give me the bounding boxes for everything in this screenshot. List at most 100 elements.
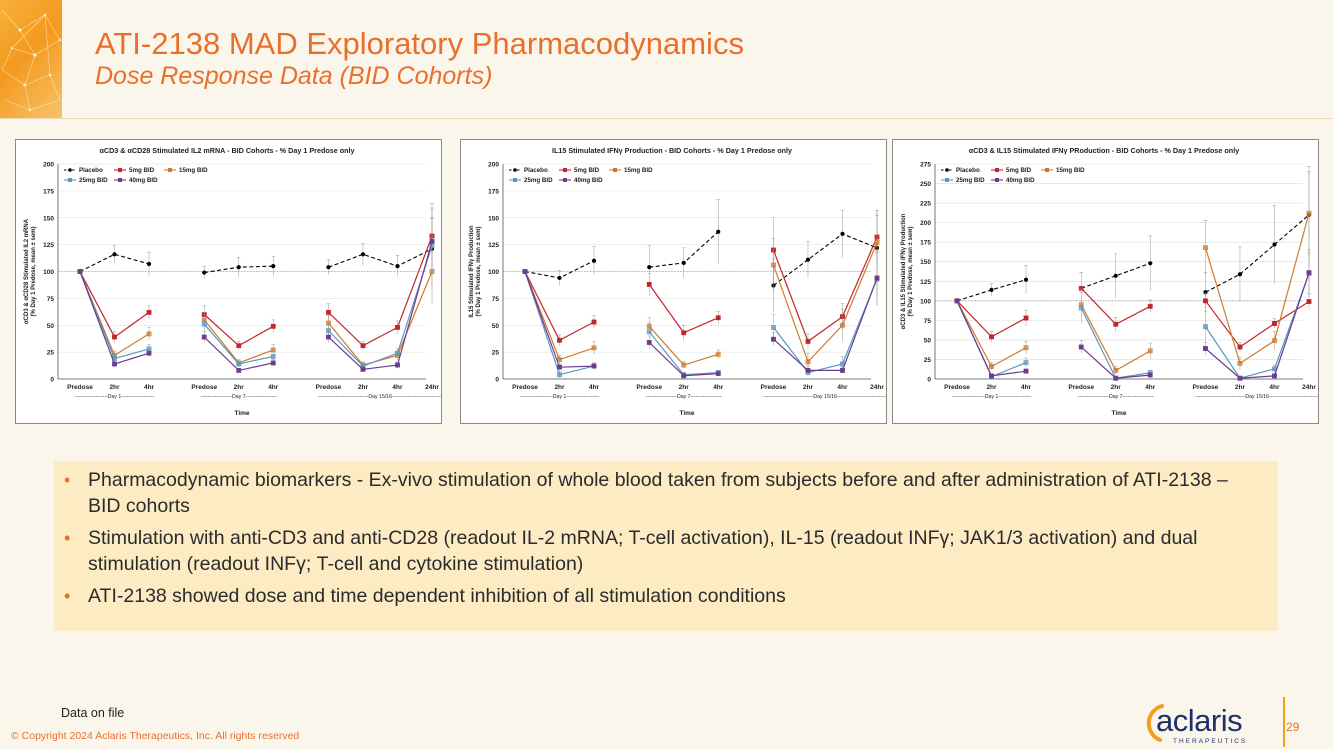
data-point-15mg-bid — [146, 331, 152, 337]
x-group-label: -----------------------------Day 15/16--… — [1195, 394, 1318, 400]
data-point-25mg-bid — [395, 350, 400, 356]
legend-label: 25mg BID — [79, 177, 108, 184]
series-line-25mg-bid — [1204, 273, 1310, 379]
data-point-5mg-bid — [557, 337, 562, 343]
page-number: 29 — [1286, 720, 1300, 734]
data-point-placebo — [1023, 277, 1029, 282]
y-tick-label: 175 — [920, 240, 931, 247]
copyright: © Copyright 2024 Aclaris Therapeutics, I… — [11, 730, 300, 742]
x-axis-label: Time — [679, 410, 694, 417]
logo-text: aclaris — [1156, 703, 1243, 738]
legend-marker-placebo — [513, 168, 517, 172]
data-point-25mg-bid — [1023, 360, 1029, 365]
data-point-40mg-bid — [270, 360, 276, 366]
data-point-5mg-bid — [1203, 298, 1208, 304]
y-tick-label: 75 — [492, 296, 500, 303]
x-group-label: ------------------Day 7-----------------… — [1078, 394, 1154, 400]
corner-decoration — [0, 0, 62, 118]
data-point-40mg-bid — [236, 367, 242, 373]
data-point-5mg-bid — [1147, 303, 1153, 309]
y-tick-label: 225 — [920, 201, 931, 208]
x-tick-label: 2hr — [803, 384, 814, 391]
data-point-placebo — [146, 261, 152, 267]
legend-marker-15mg-bid — [168, 168, 172, 172]
legend-label: 15mg BID — [1056, 167, 1085, 174]
data-point-placebo — [681, 260, 686, 265]
data-point-placebo — [112, 252, 117, 257]
bullet-icon: • — [64, 586, 71, 606]
data-point-40mg-bid — [1306, 270, 1312, 276]
data-point-15mg-bid — [270, 347, 276, 353]
data-point-40mg-bid — [522, 269, 528, 274]
x-group-label: ------------------Day 7-----------------… — [201, 394, 277, 400]
data-point-15mg-bid — [1023, 345, 1029, 351]
x-group-label: -----------------------------Day 15/16--… — [318, 394, 441, 400]
y-tick-label: 250 — [920, 181, 931, 188]
series-line-5mg-bid — [328, 235, 433, 347]
bullet-item: • ATI-2138 showed dose and time dependent… — [64, 583, 1260, 609]
legend-label: 5mg BID — [1006, 167, 1032, 174]
legend-marker-placebo — [68, 168, 72, 172]
series-line-25mg-bid — [79, 271, 150, 360]
data-point-5mg-bid — [395, 324, 400, 330]
data-point-5mg-bid — [236, 343, 242, 349]
data-point-5mg-bid — [715, 315, 721, 321]
data-point-15mg-bid — [1272, 338, 1277, 344]
x-tick-label: 4hr — [589, 384, 600, 391]
legend-marker-15mg-bid — [613, 168, 617, 172]
data-point-5mg-bid — [360, 343, 366, 349]
data-point-25mg-bid — [236, 361, 242, 367]
data-point-40mg-bid — [1147, 372, 1153, 378]
y-tick-label: 125 — [488, 242, 499, 249]
legend-label: 15mg BID — [624, 167, 653, 174]
data-point-5mg-bid — [326, 309, 331, 315]
legend-marker-40mg-bid — [995, 178, 999, 182]
data-point-15mg-bid — [771, 262, 776, 268]
data-point-5mg-bid — [1272, 321, 1277, 326]
y-tick-label: 125 — [920, 279, 931, 286]
legend-marker-25mg-bid — [68, 178, 72, 182]
y-tick-label: 150 — [488, 215, 499, 222]
x-tick-label: 24hr — [425, 384, 439, 391]
data-point-40mg-bid — [146, 350, 152, 356]
data-point-40mg-bid — [591, 363, 597, 369]
x-tick-label: 4hr — [1021, 384, 1032, 391]
series-line-40mg-bid — [1205, 272, 1310, 379]
x-tick-label: 2hr — [986, 384, 997, 391]
data-point-5mg-bid — [989, 334, 994, 340]
data-point-5mg-bid — [591, 319, 597, 325]
data-point-40mg-bid — [1272, 373, 1277, 379]
series-line-placebo — [1205, 214, 1310, 293]
data-point-placebo — [360, 252, 366, 257]
legend-marker-5mg-bid — [563, 168, 567, 172]
series-line-15mg-bid — [1080, 304, 1151, 372]
x-tick-label: 2hr — [234, 384, 245, 391]
series-line-40mg-bid — [773, 277, 878, 371]
legend-marker-25mg-bid — [945, 178, 949, 182]
y-tick-label: 50 — [47, 323, 55, 330]
data-point-40mg-bid — [805, 367, 811, 373]
data-point-placebo — [989, 287, 994, 292]
data-point-40mg-bid — [681, 373, 687, 379]
data-point-40mg-bid — [1023, 368, 1029, 374]
x-tick-label: 2hr — [358, 384, 369, 391]
y-tick-label: 0 — [495, 377, 499, 384]
legend-marker-25mg-bid — [513, 178, 517, 182]
data-point-40mg-bid — [954, 298, 960, 304]
x-tick-label: Predose — [67, 384, 93, 391]
x-tick-label: 4hr — [268, 384, 279, 391]
legend-marker-40mg-bid — [563, 178, 567, 182]
x-tick-label: Predose — [316, 384, 342, 391]
data-point-15mg-bid — [681, 362, 687, 368]
x-tick-label: 4hr — [392, 384, 403, 391]
data-point-5mg-bid — [112, 334, 117, 340]
data-point-15mg-bid — [874, 240, 880, 245]
x-tick-label: 2hr — [554, 384, 565, 391]
data-point-40mg-bid — [840, 367, 845, 373]
y-tick-label: 200 — [43, 162, 54, 169]
data-point-5mg-bid — [1237, 344, 1243, 350]
chart-title: αCD3 & αCD28 Stimulated IL2 mRNA - BID C… — [100, 146, 355, 155]
y-tick-label: 200 — [920, 220, 931, 227]
data-point-40mg-bid — [557, 364, 562, 370]
x-group-label: ------------------Day 7-----------------… — [646, 394, 722, 400]
